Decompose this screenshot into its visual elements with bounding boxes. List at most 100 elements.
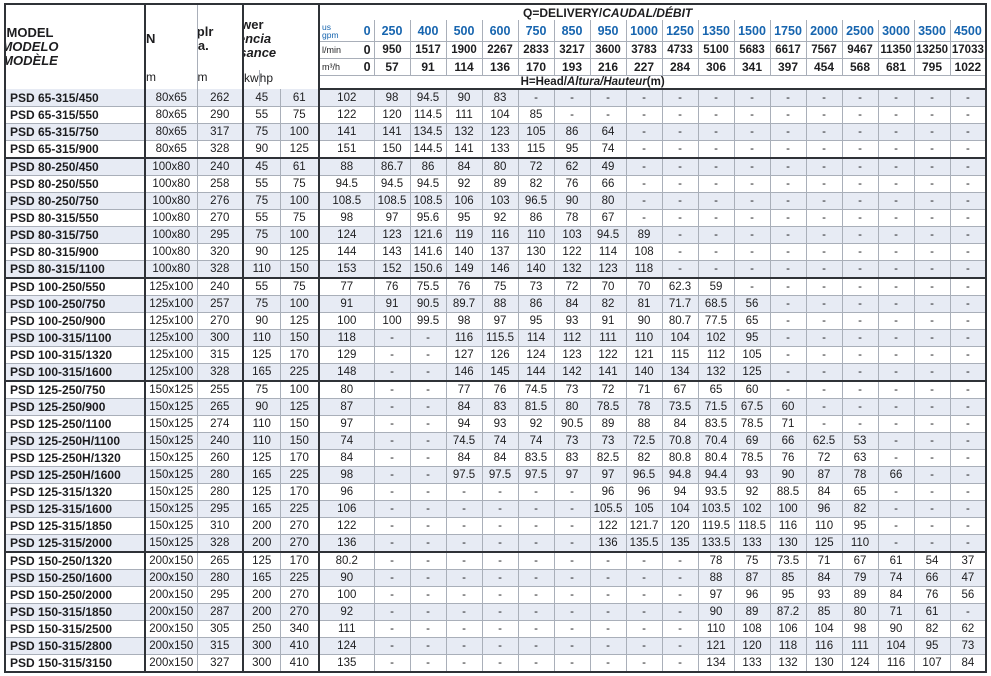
power-kw-cell: 125 [242, 551, 281, 570]
head-value-cell: 95 [913, 637, 951, 655]
flow-value-cell: 57 [373, 58, 411, 76]
impeller-dia-cell: 315 [196, 637, 244, 655]
head-value-cell: 73.5 [769, 551, 807, 570]
head-value-cell: 67 [661, 380, 699, 399]
head-value-cell: - [805, 243, 843, 261]
head-value-cell: - [661, 88, 699, 107]
head-value-cell: 97 [589, 466, 627, 484]
power-kw-cell: 110 [242, 329, 281, 347]
head-value-cell: - [877, 140, 915, 159]
head-value-cell: 70.4 [697, 432, 735, 450]
impeller-dia-cell: 280 [196, 569, 244, 587]
head-value-cell: 75 [481, 277, 519, 296]
head-value-cell: 76 [769, 449, 807, 467]
col-header-impeller-dia: Implr dia. mm [196, 3, 244, 89]
head-value-cell: - [697, 243, 735, 261]
head-value-cell: - [661, 209, 699, 227]
head-value-cell: 122 [318, 517, 375, 535]
head-value-cell: - [661, 175, 699, 193]
head-value-cell: - [913, 312, 951, 330]
head-value-cell: 135 [661, 534, 699, 553]
head-value-cell: - [589, 620, 627, 638]
head-value-cell: - [625, 654, 663, 673]
head-value-cell: 74 [481, 432, 519, 450]
head-value-cell: - [697, 157, 735, 176]
power-kw-cell: 90 [242, 140, 281, 159]
power-kw-cell: 55 [242, 106, 281, 124]
head-value-cell: 56 [733, 295, 771, 313]
head-value-cell: - [841, 209, 879, 227]
head-value-cell: 110 [841, 534, 879, 553]
flow-value-cell: 9467 [841, 41, 879, 59]
head-value-cell: 97 [373, 209, 411, 227]
dn-cell: 100x80 [144, 260, 198, 279]
power-hp-cell: 410 [279, 654, 321, 673]
head-value-cell: 78 [553, 209, 591, 227]
flow-value-cell: 284 [661, 58, 699, 76]
head-value-cell: - [373, 500, 411, 518]
head-value-cell: 110 [625, 329, 663, 347]
head-value-cell: - [769, 140, 807, 159]
head-value-cell: 90 [877, 620, 915, 638]
head-value-cell: - [769, 157, 807, 176]
head-value-cell: - [589, 603, 627, 621]
impeller-dia-cell: 315 [196, 346, 244, 364]
power-hp-cell: 340 [279, 620, 321, 638]
head-value-cell: - [553, 603, 591, 621]
model-cell: PSD 125-315/1850 [4, 517, 146, 535]
table-row: PSD 125-250/750 150x125 255 75 100 80- -7… [4, 380, 987, 399]
head-value-cell: - [769, 277, 807, 296]
flow-value-cell: 13250 [913, 41, 951, 59]
head-value-cell: - [697, 175, 735, 193]
usgpm-zero-value: 0 [363, 23, 371, 38]
model-cell: PSD 125-250/900 [4, 398, 146, 416]
head-value-cell: 60 [769, 398, 807, 416]
head-value-cell: - [877, 260, 915, 279]
head-value-cell: - [373, 603, 411, 621]
head-value-cell: 87 [318, 398, 375, 416]
head-value-cell: 66 [589, 175, 627, 193]
head-value-cell: 84 [661, 415, 699, 433]
head-value-cell: 66 [913, 569, 951, 587]
flow-value-cell: 2500 [841, 19, 879, 42]
head-value-cell: 73.5 [661, 398, 699, 416]
head-value-cell: 153 [318, 260, 375, 279]
head-value-cell: - [769, 346, 807, 364]
head-value-cell: 75.5 [409, 277, 447, 296]
head-value-cell: - [949, 380, 987, 399]
head-value-cell: - [445, 603, 483, 621]
head-value-cell: - [517, 517, 555, 535]
head-value-cell: 108.5 [373, 192, 411, 210]
table-row: PSD 150-250/1600 200x150 280 165 225 90-… [4, 569, 987, 587]
head-value-cell: - [625, 106, 663, 124]
flow-value-cell: 400 [409, 19, 447, 42]
head-value-cell: - [589, 106, 627, 124]
head-value-cell: 95 [445, 209, 483, 227]
q-title-row: MODEL MODELO MODÈLE DN mm Im [4, 3, 987, 89]
head-value-cell: - [589, 551, 627, 570]
head-value-cell: 105 [517, 123, 555, 141]
dn-cell: 200x150 [144, 569, 198, 587]
flow-value-cell: 2267 [481, 41, 519, 59]
head-value-cell: - [625, 637, 663, 655]
dn-cell: 150x125 [144, 432, 198, 450]
power-hp-cell: 100 [279, 192, 321, 210]
head-value-cell: 84 [445, 157, 483, 176]
head-value-cell: 82 [517, 175, 555, 193]
power-hp-cell: 75 [279, 106, 321, 124]
head-value-cell: 108 [625, 243, 663, 261]
dn-label: DN [145, 30, 156, 46]
head-value-cell: - [733, 157, 771, 176]
model-cell: PSD 80-250/450 [4, 157, 146, 176]
head-value-cell: - [445, 534, 483, 553]
flow-value-cell: 500 [445, 19, 483, 42]
table-row: PSD 80-250/750 100x80 276 75 100 108.5 10… [4, 192, 987, 210]
head-value-cell: - [805, 415, 843, 433]
head-value-cell: 114 [517, 329, 555, 347]
head-value-cell: - [409, 329, 447, 347]
head-value-cell: - [409, 517, 447, 535]
model-cell: PSD 150-315/2800 [4, 637, 146, 655]
head-value-cell: 84 [553, 295, 591, 313]
head-value-cell: - [949, 500, 987, 518]
